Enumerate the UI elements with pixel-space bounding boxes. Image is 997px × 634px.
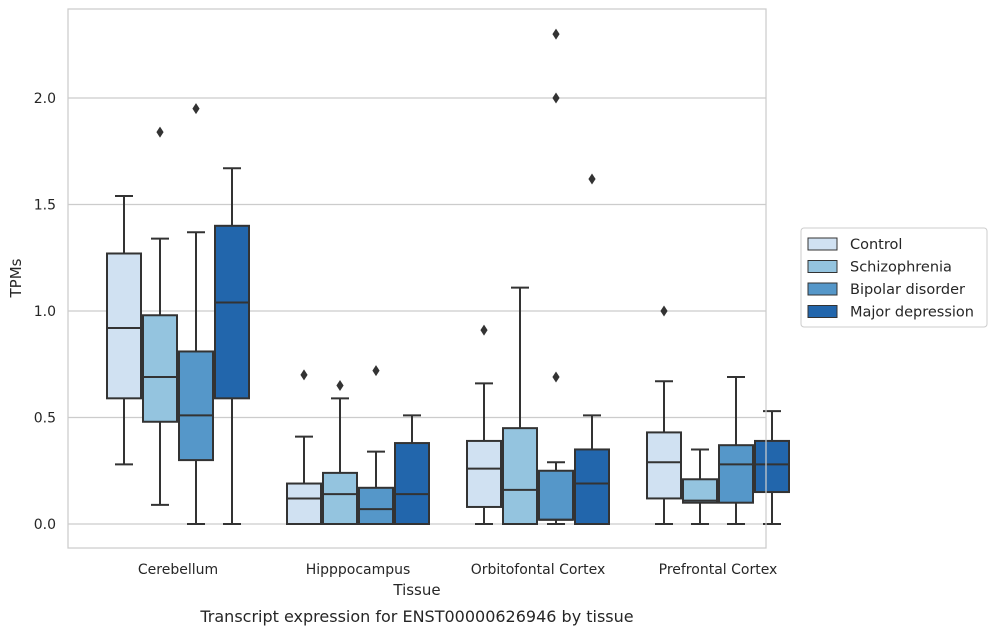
outlier-point xyxy=(300,369,308,381)
box-control xyxy=(466,324,502,525)
box-body xyxy=(358,486,394,526)
x-tick-label: Cerebellum xyxy=(138,562,218,578)
box-plots xyxy=(106,28,790,526)
box-body xyxy=(322,471,358,526)
box-bipolar-disorder xyxy=(718,376,754,525)
box-body xyxy=(178,350,214,462)
box-major-depression xyxy=(574,173,610,526)
y-tick-label: 0.0 xyxy=(34,517,56,533)
outlier-point xyxy=(660,305,668,317)
box-body xyxy=(286,482,322,525)
box-body xyxy=(466,439,502,508)
box-schizophrenia xyxy=(682,448,718,525)
box-major-depression xyxy=(394,414,430,525)
legend-swatch xyxy=(807,237,838,251)
outlier-point xyxy=(552,28,560,40)
box-body xyxy=(646,431,682,500)
box-body xyxy=(574,448,610,526)
box-body xyxy=(718,444,754,504)
legend-swatch xyxy=(807,282,838,296)
outlier-point xyxy=(336,380,344,392)
legend-swatch xyxy=(807,260,838,273)
outlier-point xyxy=(192,103,200,115)
outlier-point xyxy=(156,126,164,138)
legend-swatch xyxy=(807,305,838,318)
x-tick-label: Orbitofontal Cortex xyxy=(471,562,606,578)
box-body xyxy=(142,314,178,423)
x-tick-label: Prefrontal Cortex xyxy=(659,562,778,578)
box-bipolar-disorder xyxy=(538,28,574,525)
x-tick-labels: Cerebellum Hipppocampus Orbitofontal Corte… xyxy=(138,562,777,578)
chart-caption: Transcript expression for ENST0000062694… xyxy=(199,607,633,626)
box-bipolar-disorder xyxy=(358,365,394,526)
y-axis-title: TPMs xyxy=(7,258,25,298)
outlier-point xyxy=(552,92,560,104)
box-body xyxy=(682,478,718,504)
x-tick-label: Hipppocampus xyxy=(306,562,411,578)
legend-label: Bipolar disorder xyxy=(850,282,965,298)
box-schizophrenia xyxy=(322,380,358,526)
y-tick-label: 1.0 xyxy=(34,304,56,320)
box-control xyxy=(646,305,682,525)
y-tick-label: 2.0 xyxy=(34,91,56,107)
legend-label: Schizophrenia xyxy=(850,260,952,276)
y-tick-label: 0.5 xyxy=(34,411,56,427)
box-schizophrenia xyxy=(142,126,178,506)
box-body xyxy=(502,427,538,525)
box-bipolar-disorder xyxy=(178,103,214,525)
x-axis-title: Tissue xyxy=(392,581,440,599)
plot-frame xyxy=(67,8,767,549)
legend: Control Schizophrenia Bipolar disorder Majo… xyxy=(800,227,988,328)
y-tick-label: 1.5 xyxy=(34,198,56,214)
legend-label: Control xyxy=(850,237,902,253)
box-body xyxy=(214,224,250,400)
box-body xyxy=(394,442,430,525)
box-schizophrenia xyxy=(502,286,538,525)
box-body xyxy=(106,252,142,400)
y-tick-labels: 0.0 0.5 1.0 1.5 2.0 xyxy=(34,91,56,533)
box-body xyxy=(754,439,790,494)
legend-frame xyxy=(800,227,988,328)
outlier-point xyxy=(480,324,488,336)
outlier-point xyxy=(372,365,380,377)
box-body xyxy=(538,469,574,521)
box-major-depression xyxy=(214,167,250,525)
box-control xyxy=(106,194,142,466)
outlier-point xyxy=(552,371,560,383)
box-major-depression xyxy=(754,410,790,525)
legend-label: Major depression xyxy=(850,305,974,321)
outlier-point xyxy=(588,173,596,185)
box-control xyxy=(286,369,322,525)
